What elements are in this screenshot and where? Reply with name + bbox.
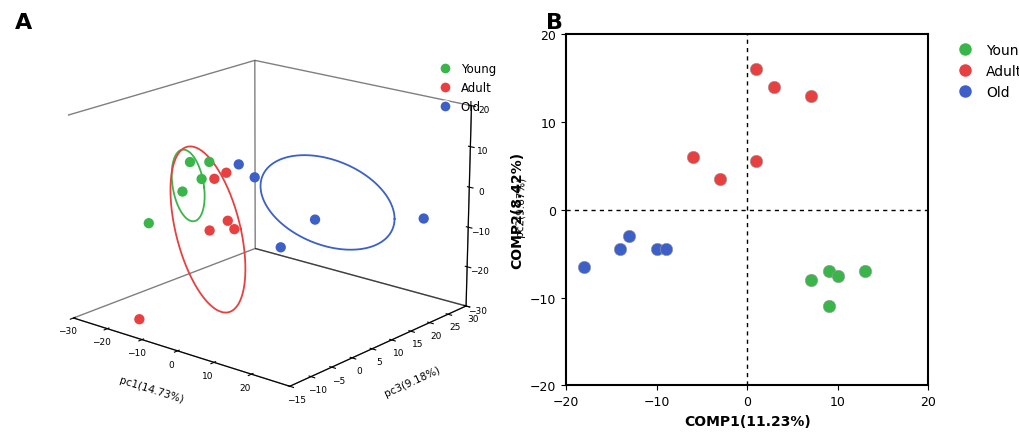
Y-axis label: pc3(9.18%): pc3(9.18%) bbox=[382, 364, 441, 398]
Point bbox=[648, 246, 664, 253]
X-axis label: pc1(14.73%): pc1(14.73%) bbox=[118, 374, 184, 404]
Point bbox=[747, 67, 763, 74]
Point bbox=[819, 303, 836, 310]
Point bbox=[747, 159, 763, 166]
Point bbox=[802, 277, 818, 284]
Point bbox=[765, 84, 782, 91]
Point bbox=[711, 176, 728, 183]
Legend: Young, Adult, Old: Young, Adult, Old bbox=[428, 58, 500, 119]
Point bbox=[819, 268, 836, 275]
Legend: Young, Adult, Old: Young, Adult, Old bbox=[945, 39, 1019, 105]
X-axis label: COMP1(11.23%): COMP1(11.23%) bbox=[683, 413, 810, 427]
Point bbox=[576, 264, 592, 271]
Point bbox=[684, 154, 700, 161]
Point bbox=[828, 272, 845, 279]
Point bbox=[657, 246, 674, 253]
Text: A: A bbox=[15, 13, 33, 33]
Point bbox=[621, 233, 637, 240]
Text: B: B bbox=[545, 13, 562, 33]
Point bbox=[611, 246, 628, 253]
Y-axis label: COMP2(8.42%): COMP2(8.42%) bbox=[510, 152, 524, 268]
Point bbox=[856, 268, 872, 275]
Point bbox=[802, 93, 818, 100]
